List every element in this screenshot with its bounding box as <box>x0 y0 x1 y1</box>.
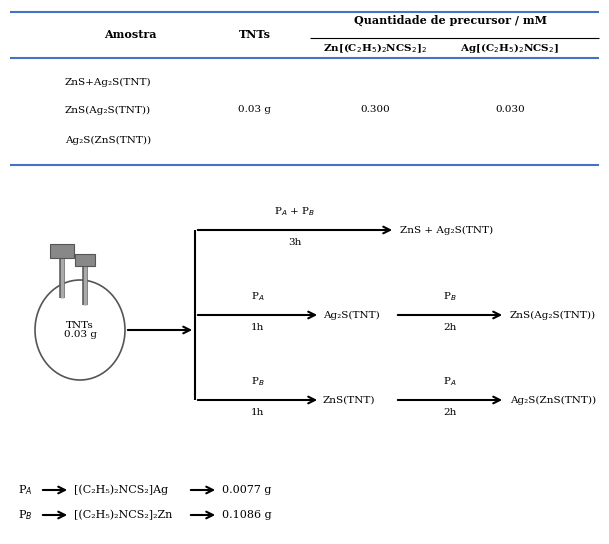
Text: 0.03 g: 0.03 g <box>239 106 272 114</box>
Text: P$_B$: P$_B$ <box>18 508 32 522</box>
Text: Ag₂S(TNT): Ag₂S(TNT) <box>323 311 380 319</box>
Text: ZnS(TNT): ZnS(TNT) <box>323 395 376 405</box>
Text: 0.0077 g: 0.0077 g <box>222 485 272 495</box>
Text: 2h: 2h <box>443 323 457 332</box>
Text: P$_B$: P$_B$ <box>251 375 264 388</box>
Text: P$_A$: P$_A$ <box>443 375 457 388</box>
Text: P$_A$: P$_A$ <box>18 483 32 497</box>
Text: Ag₂S(ZnS(TNT)): Ag₂S(ZnS(TNT)) <box>510 395 596 405</box>
Text: TNTs: TNTs <box>239 29 271 40</box>
Text: 2h: 2h <box>443 408 457 417</box>
Text: [(C₂H₅)₂NCS₂]₂Zn: [(C₂H₅)₂NCS₂]₂Zn <box>74 510 172 520</box>
Text: 0.1086 g: 0.1086 g <box>222 510 272 520</box>
Text: ZnS(Ag₂S(TNT)): ZnS(Ag₂S(TNT)) <box>65 106 151 115</box>
Text: 0.030: 0.030 <box>495 106 525 114</box>
Text: ZnS+Ag₂S(TNT): ZnS+Ag₂S(TNT) <box>65 77 152 86</box>
Text: ZnS(Ag₂S(TNT)): ZnS(Ag₂S(TNT)) <box>510 311 596 319</box>
Text: Zn[(C$_2$H$_5$)$_2$NCS$_2$]$_2$: Zn[(C$_2$H$_5$)$_2$NCS$_2$]$_2$ <box>323 41 427 55</box>
Text: P$_A$: P$_A$ <box>251 290 264 303</box>
Text: 1h: 1h <box>251 323 264 332</box>
Bar <box>50 244 74 258</box>
Text: 1h: 1h <box>251 408 264 417</box>
Text: Quantidade de precursor / mM: Quantidade de precursor / mM <box>353 14 546 26</box>
Text: Amostra: Amostra <box>104 29 157 40</box>
Text: P$_A$ + P$_B$: P$_A$ + P$_B$ <box>275 205 315 218</box>
Text: Ag[(C$_2$H$_5$)$_2$NCS$_2$]: Ag[(C$_2$H$_5$)$_2$NCS$_2$] <box>460 41 560 55</box>
Text: 3h: 3h <box>288 238 301 247</box>
Text: P$_B$: P$_B$ <box>443 290 457 303</box>
Text: TNTs: TNTs <box>66 321 94 330</box>
Text: ZnS + Ag₂S(TNT): ZnS + Ag₂S(TNT) <box>400 225 493 234</box>
Bar <box>75 254 95 266</box>
Text: 0.300: 0.300 <box>360 106 390 114</box>
Text: 0.03 g: 0.03 g <box>63 330 96 339</box>
Text: [(C₂H₅)₂NCS₂]Ag: [(C₂H₅)₂NCS₂]Ag <box>74 485 168 495</box>
Text: Ag₂S(ZnS(TNT)): Ag₂S(ZnS(TNT)) <box>65 135 151 145</box>
